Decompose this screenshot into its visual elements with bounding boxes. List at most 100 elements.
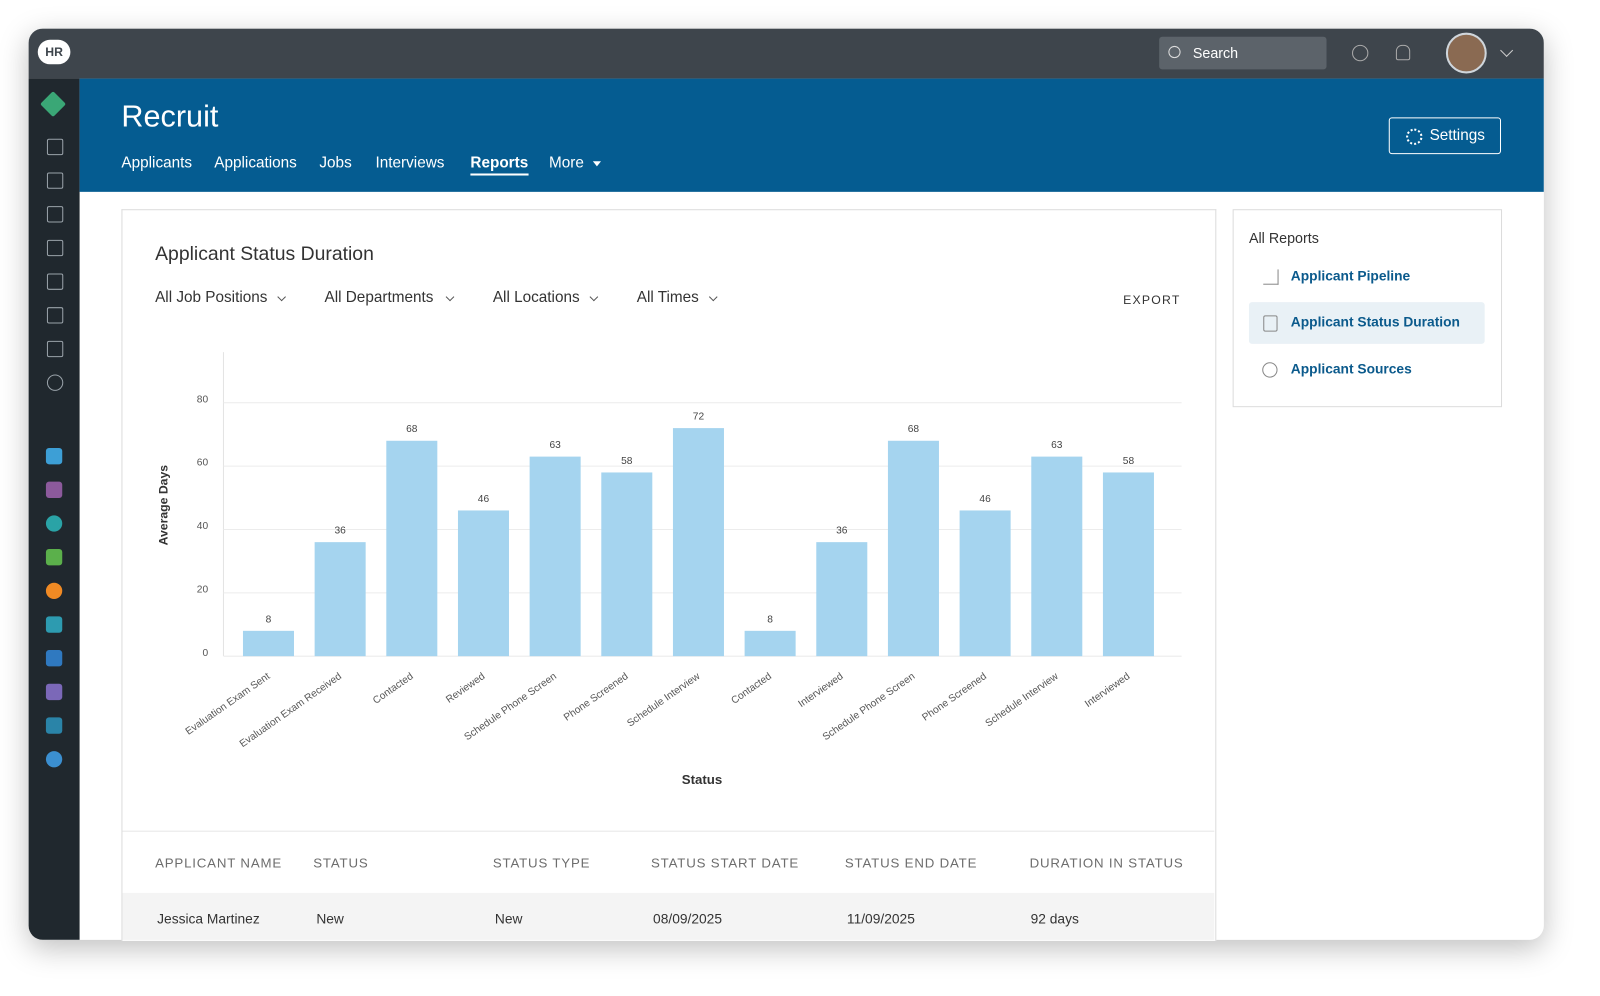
- y-tick-label: 80: [197, 394, 209, 405]
- bar: [744, 630, 796, 657]
- nav-icon[interactable]: [46, 239, 64, 257]
- bar: [601, 472, 653, 657]
- nav-icon[interactable]: [46, 307, 64, 324]
- data-label: 8: [767, 614, 773, 625]
- app-icon[interactable]: [45, 515, 63, 532]
- nav-link[interactable]: Applications: [214, 154, 297, 172]
- left-sidebar: [28, 78, 80, 940]
- nav-icon[interactable]: [46, 340, 64, 358]
- data-label: 72: [693, 412, 705, 423]
- bar: [1031, 456, 1083, 657]
- app-icon[interactable]: [45, 616, 63, 633]
- panel-title: All Reports: [1248, 229, 1319, 246]
- app-icon[interactable]: [45, 683, 63, 701]
- x-tick-label: Interviewed: [797, 671, 846, 710]
- settings-button[interactable]: [1388, 117, 1502, 155]
- app-icon[interactable]: [45, 650, 63, 667]
- data-label: 8: [266, 614, 272, 625]
- nav-link[interactable]: Applicants: [121, 154, 193, 172]
- x-tick-label: Schedule Interview: [984, 671, 1061, 730]
- logo[interactable]: HR: [37, 39, 71, 65]
- bar: [457, 510, 509, 657]
- filter-dropdown[interactable]: All Job Positions: [155, 288, 268, 307]
- table-header[interactable]: STATUS END DATE: [844, 855, 978, 871]
- help-icon[interactable]: [1352, 44, 1369, 62]
- search-box[interactable]: [1159, 36, 1327, 70]
- bell-icon[interactable]: [1395, 44, 1411, 61]
- x-tick-label: Contacted: [371, 671, 416, 707]
- filter-dropdown[interactable]: All Departments: [324, 288, 434, 307]
- avatar[interactable]: [1445, 32, 1487, 74]
- bar: [959, 510, 1011, 657]
- export-button[interactable]: EXPORT: [1123, 292, 1181, 308]
- bar: [672, 428, 724, 657]
- table-divider: [122, 830, 1215, 832]
- table-cell: 08/09/2025: [653, 911, 723, 927]
- bar: [887, 440, 939, 657]
- nav-link[interactable]: Interviews: [375, 154, 445, 172]
- filter-dropdown[interactable]: All Times: [636, 288, 699, 307]
- app-icon[interactable]: [45, 717, 63, 734]
- report-link-active[interactable]: Applicant Status Duration: [1290, 314, 1460, 330]
- more-caret: [592, 161, 602, 167]
- settings-label: Settings: [1429, 126, 1485, 144]
- table-cell: New: [494, 911, 523, 927]
- x-tick-label: Interviewed: [1083, 671, 1132, 710]
- settings-gear: [1406, 128, 1423, 145]
- app-icon[interactable]: [45, 447, 63, 465]
- table-header[interactable]: STATUS START DATE: [651, 855, 800, 871]
- data-label: 63: [1051, 440, 1063, 451]
- y-tick-label: 0: [202, 648, 208, 659]
- data-label: 68: [908, 424, 920, 435]
- table-row[interactable]: [122, 892, 1215, 940]
- bar: [386, 440, 438, 657]
- data-label: 68: [406, 424, 418, 435]
- bar: [529, 456, 581, 657]
- y-tick-label: 60: [197, 458, 209, 469]
- app-title: Recruit: [121, 100, 219, 134]
- data-label: 58: [621, 456, 633, 467]
- nav-icon[interactable]: [46, 273, 64, 290]
- table-cell: New: [316, 911, 344, 927]
- x-axis-title: Status: [682, 772, 722, 787]
- sources-icon: [1262, 362, 1278, 378]
- app-icon[interactable]: [45, 481, 63, 499]
- nav-link[interactable]: Jobs: [319, 154, 352, 172]
- nav-icon[interactable]: [46, 374, 64, 391]
- x-tick-label: Phone Screened: [920, 671, 989, 724]
- nav-icon[interactable]: [46, 138, 64, 156]
- nav-link-active[interactable]: Reports: [470, 153, 529, 176]
- x-tick-label: Schedule Interview: [625, 671, 702, 730]
- report-link[interactable]: Applicant Pipeline: [1290, 268, 1411, 284]
- search-placeholder: Search: [1192, 44, 1239, 62]
- duration-icon: [1263, 315, 1278, 332]
- filter-dropdown[interactable]: All Locations: [492, 288, 580, 307]
- top-bar: HR Search: [28, 28, 1544, 79]
- data-label: 36: [836, 526, 848, 537]
- search-icon: [1168, 45, 1181, 59]
- data-label: 58: [1123, 456, 1135, 467]
- pipeline-icon: [1263, 269, 1279, 285]
- nav-link[interactable]: More: [548, 154, 584, 172]
- app-icon[interactable]: [45, 582, 63, 600]
- table-header[interactable]: APPLICANT NAME: [155, 855, 283, 871]
- bar: [816, 542, 868, 657]
- nav-icon[interactable]: [46, 206, 64, 223]
- table-cell: Jessica Martinez: [157, 911, 260, 927]
- data-label: 46: [979, 494, 991, 505]
- nav-icon[interactable]: [46, 172, 64, 189]
- data-label: 46: [478, 494, 490, 505]
- y-tick-label: 40: [197, 521, 209, 532]
- table-header[interactable]: DURATION IN STATUS: [1029, 855, 1184, 871]
- table-cell: 11/09/2025: [846, 911, 915, 927]
- report-link[interactable]: Applicant Sources: [1290, 361, 1412, 377]
- table-header[interactable]: STATUS TYPE: [492, 855, 591, 871]
- table-header[interactable]: STATUS: [313, 855, 369, 871]
- app-header: Recruit Applicants Applications Jobs Int…: [79, 78, 1544, 192]
- app-icon[interactable]: [45, 751, 63, 768]
- app-icon[interactable]: [45, 549, 63, 566]
- bar: [314, 542, 366, 657]
- y-tick-label: 20: [197, 584, 209, 595]
